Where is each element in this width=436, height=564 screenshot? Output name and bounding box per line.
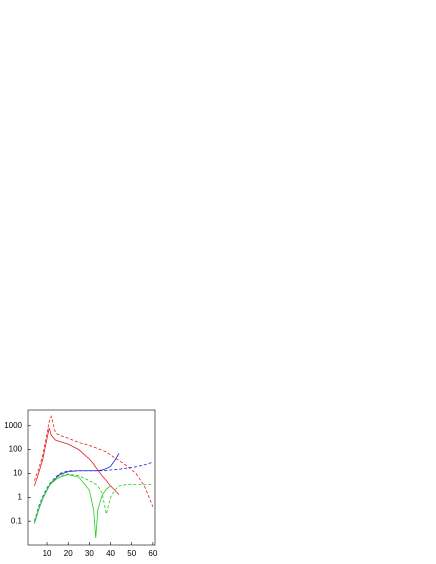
x-tick-label: 10 xyxy=(43,549,52,558)
series-line xyxy=(33,473,153,522)
x-tick-label: 20 xyxy=(64,549,73,558)
y-tick-label: 100 xyxy=(9,445,23,454)
x-tick-label: 40 xyxy=(106,549,115,558)
x-tick-label: 60 xyxy=(148,549,157,558)
x-tick-label: 30 xyxy=(85,549,94,558)
series-line xyxy=(33,474,111,538)
y-tick-label: 10 xyxy=(13,469,22,478)
y-tick-label: 0.1 xyxy=(11,516,23,525)
series-line xyxy=(33,415,154,507)
y-tick-label: 1 xyxy=(18,492,23,501)
series-line xyxy=(33,461,154,522)
y-tick-label: 1000 xyxy=(4,421,22,430)
plot-frame xyxy=(27,409,156,546)
x-tick-label: 50 xyxy=(127,549,136,558)
series-line xyxy=(33,427,120,495)
